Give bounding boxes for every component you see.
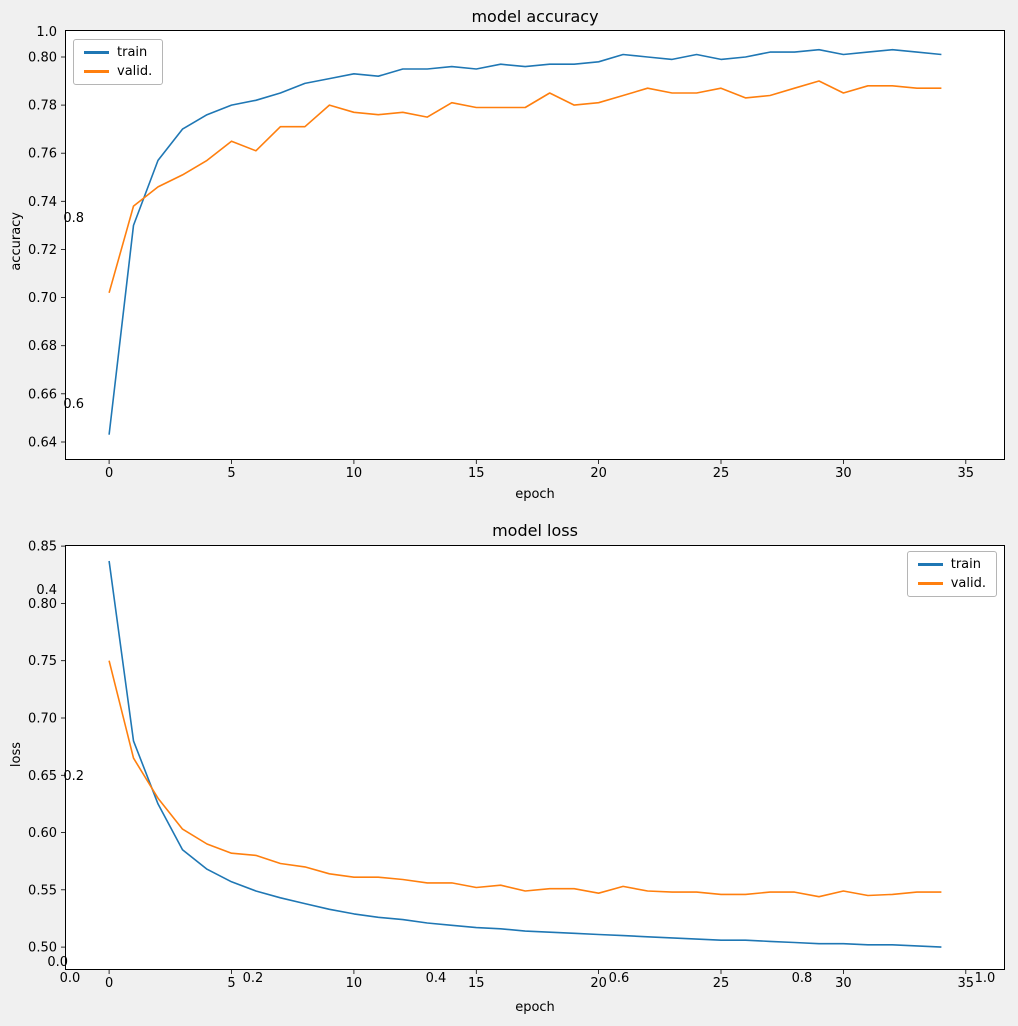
accuracy-chart-canvas: 0 5 10 15 20 25 30 35 0.64 0.66 0.68 0.70 0.72 0.74 0.… [28,30,1005,481]
loss-legend: train valid. [906,551,997,597]
svg-text:15: 15 [468,976,485,991]
svg-text:0.55: 0.55 [28,883,57,898]
train-line-swatch [917,563,943,566]
svg-text:0.76: 0.76 [28,147,57,162]
svg-text:30: 30 [835,466,852,481]
accuracy-x-axis-label: epoch [515,487,555,502]
svg-text:0.75: 0.75 [28,654,57,669]
loss-chart-title: model loss [492,521,578,540]
svg-text:0.50: 0.50 [28,941,57,956]
overlay-y-tick-label: 1.0 [36,25,57,40]
train-line-swatch [84,51,109,54]
accuracy-legend-item-train: train [84,45,152,60]
svg-text:0.78: 0.78 [28,99,57,114]
overlay-y-tick-label: 0.2 [63,769,84,784]
accuracy-legend: train valid. [73,39,164,85]
svg-text:0.65: 0.65 [28,769,57,784]
overlay-x-tick-label: 0.0 [59,971,81,986]
svg-text:35: 35 [958,976,975,991]
loss-chart-canvas: 0 5 10 15 20 25 30 35 0.50 0.55 0.60 0.65 0.70 0.75 0.… [28,540,1005,991]
loss-legend-item-train: train [917,557,986,572]
overlay-x-tick-label: 0.6 [608,971,630,986]
accuracy-chart-title: model accuracy [471,7,599,26]
svg-text:0.70: 0.70 [28,712,57,727]
loss-legend-train-label: train [950,557,981,572]
valid-line-swatch [917,582,943,585]
loss-y-axis-label: loss [9,742,24,768]
svg-text:5: 5 [227,976,235,991]
svg-text:5: 5 [227,466,235,481]
accuracy-legend-item-valid: valid. [84,64,152,79]
svg-text:0.64: 0.64 [28,436,57,451]
svg-text:0: 0 [105,466,113,481]
accuracy-legend-valid-label: valid. [117,64,153,79]
overlay-x-tick-label: 1.0 [974,971,996,986]
svg-text:25: 25 [713,466,730,481]
svg-text:0: 0 [105,976,113,991]
overlay-x-tick-label: 0.8 [791,971,813,986]
accuracy-y-axis-label: accuracy [9,212,24,271]
svg-text:20: 20 [590,976,607,991]
svg-text:10: 10 [346,466,363,481]
valid-line-swatch [84,70,109,73]
svg-text:0.60: 0.60 [28,826,57,841]
loss-x-axis-label: epoch [515,1000,555,1015]
overlay-x-tick-label: 0.2 [242,971,264,986]
svg-text:0.80: 0.80 [28,51,57,66]
svg-text:30: 30 [835,976,852,991]
overlay-x-tick-label: 0.4 [425,971,447,986]
svg-text:0.72: 0.72 [28,243,57,258]
overlay-y-tick-label: 0.0 [47,955,68,970]
svg-text:15: 15 [468,466,485,481]
svg-text:0.85: 0.85 [28,540,57,555]
svg-text:25: 25 [713,976,730,991]
svg-text:0.80: 0.80 [28,597,57,612]
svg-text:0.66: 0.66 [28,387,57,402]
overlay-y-tick-label: 0.8 [63,211,84,226]
overlay-y-tick-label: 0.6 [63,397,84,412]
loss-legend-item-valid: valid. [917,576,986,591]
overlay-y-tick-label: 0.4 [36,583,57,598]
svg-text:0.74: 0.74 [28,195,57,210]
accuracy-legend-train-label: train [117,45,148,60]
svg-text:0.68: 0.68 [28,339,57,354]
svg-text:0.70: 0.70 [28,291,57,306]
svg-text:35: 35 [958,466,975,481]
loss-legend-valid-label: valid. [950,576,986,591]
svg-text:20: 20 [590,466,607,481]
svg-text:10: 10 [346,976,363,991]
